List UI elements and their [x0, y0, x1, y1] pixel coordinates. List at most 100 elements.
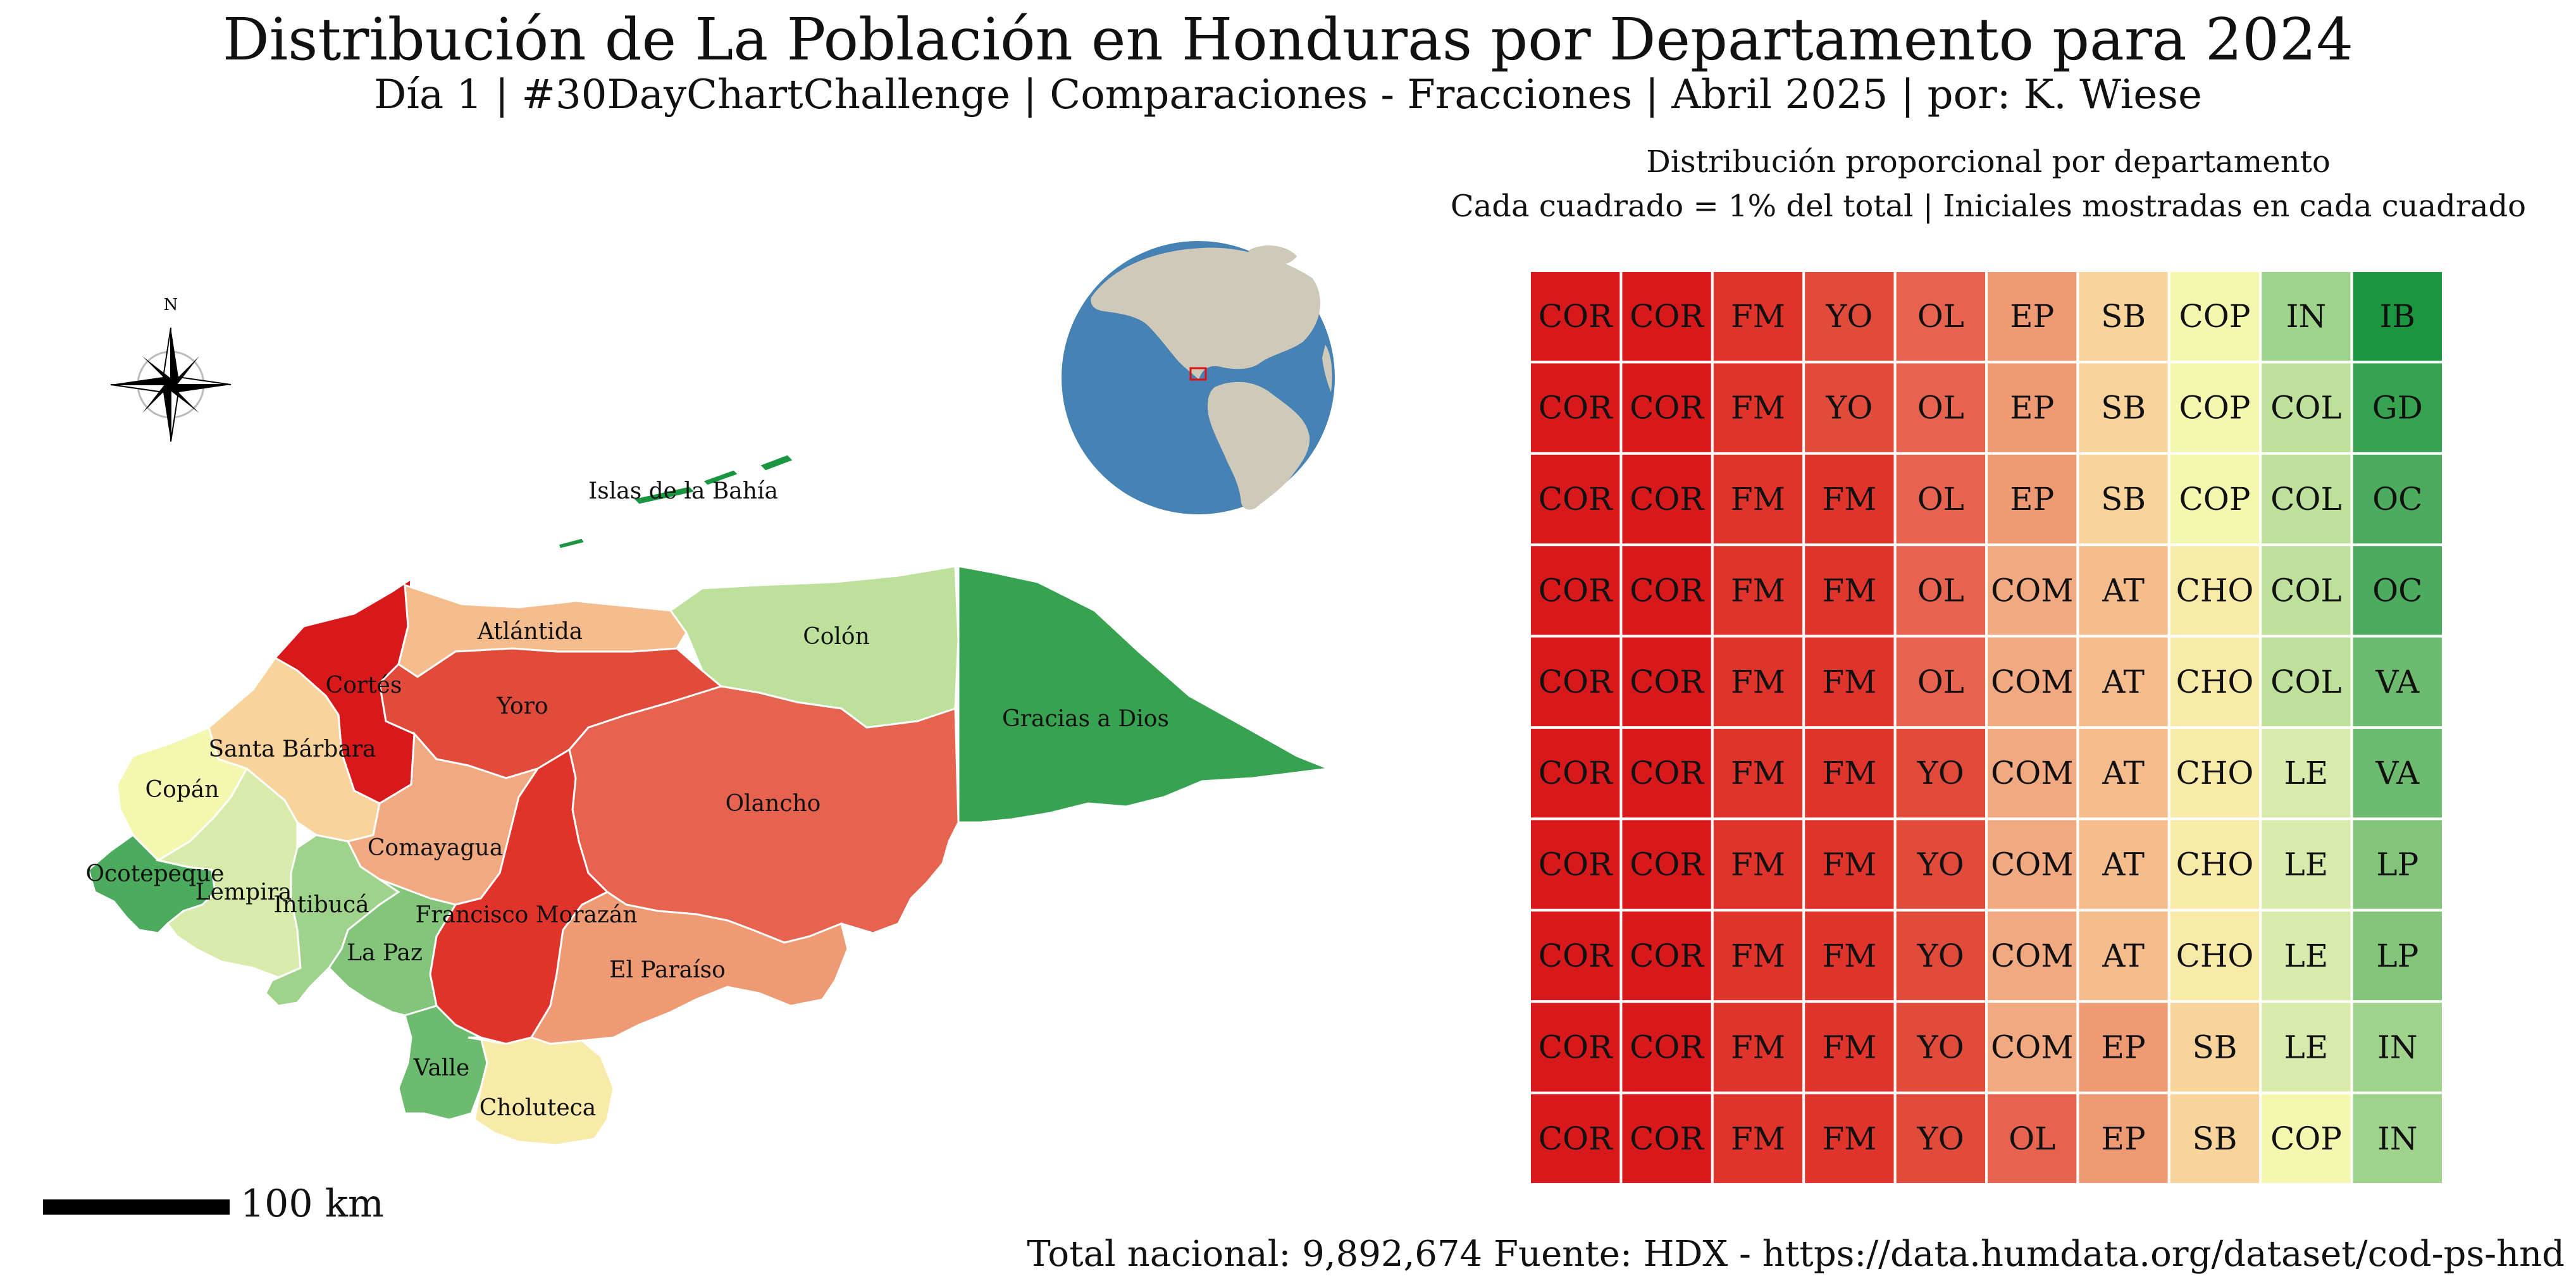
map-label-atlantida: Atlántida	[477, 619, 583, 645]
waffle-cell-label: FM	[1822, 481, 1876, 517]
waffle-cell-label: COR	[1539, 1120, 1613, 1157]
compass-rose-icon	[110, 327, 232, 442]
waffle-cell-fm	[1711, 543, 1805, 638]
waffle-cell-com	[1985, 817, 2079, 912]
waffle-cell-label: IN	[2377, 1029, 2418, 1065]
globe-africa-edge	[1322, 345, 1332, 392]
waffle-cell-label: LE	[2284, 938, 2329, 974]
map-label-colon: Colón	[803, 624, 870, 650]
waffle-cell-label: VA	[2375, 664, 2420, 700]
waffle-cell-lp	[2350, 908, 2445, 1003]
department-choluteca	[468, 1036, 615, 1146]
scale-bar	[43, 1199, 230, 1215]
waffle-cell-label: COP	[2179, 390, 2251, 426]
map-label-copan: Copán	[146, 777, 220, 803]
waffle-cell-label: COR	[1630, 481, 1704, 517]
footer: Total nacional: 9,892,674 Fuente: HDX - h…	[1015, 1232, 2565, 1277]
waffle-cell-label: FM	[1822, 1029, 1876, 1065]
map-label-la-paz: La Paz	[347, 940, 423, 966]
waffle-cell-cor	[1528, 452, 1623, 547]
waffle-cell-label: LE	[2284, 846, 2329, 883]
map-label-cortes: Cortés	[326, 672, 402, 698]
waffle-cell-label: FM	[1731, 755, 1785, 791]
map-label-gracias-a-dios: Gracias a Dios	[1002, 706, 1169, 732]
waffle-subtitle: Cada cuadrado = 1% del total | Iniciales…	[1450, 189, 2527, 224]
map-label-valle: Valle	[413, 1055, 470, 1081]
map-label-el-paraiso: El Paraíso	[609, 957, 726, 983]
waffle-cell-cor	[1528, 543, 1623, 638]
department-gracias-a-dios	[957, 565, 1329, 824]
waffle-cell-label: EP	[2010, 481, 2054, 517]
waffle-cell-label: AT	[2102, 846, 2145, 883]
map-label-santa-barbara: Santa Bárbara	[209, 736, 376, 762]
waffle-cell-label: LE	[2284, 755, 2329, 791]
waffle-cell-label: OL	[1917, 664, 1964, 700]
waffle-cell-cor	[1528, 361, 1623, 455]
waffle-cell-label: CHO	[2176, 938, 2254, 974]
waffle-cell-label: AT	[2102, 664, 2145, 700]
waffle-cell-ol	[1985, 1091, 2079, 1186]
waffle-cell-fm	[1711, 1091, 1805, 1186]
waffle-cell-label: OC	[2372, 572, 2422, 609]
waffle-cell-label: FM	[1822, 572, 1876, 609]
waffle-cell-label: FM	[1731, 846, 1785, 883]
chart-title: Distribución de La Población en Honduras…	[222, 6, 2354, 73]
waffle-cell-cor	[1619, 269, 1714, 364]
globe-inset	[1062, 241, 1335, 514]
waffle-cell-label: COP	[2179, 298, 2251, 335]
footer-source: Fuente: HDX - https://data.humdata.org/d…	[1494, 1234, 2565, 1275]
waffle-cell-sb	[2167, 1091, 2262, 1186]
waffle-cell-label: FM	[1731, 481, 1785, 517]
waffle-cell-label: YO	[1825, 298, 1873, 335]
waffle-cell-label: SB	[2193, 1120, 2238, 1157]
waffle-cell-cho	[2167, 635, 2262, 729]
waffle-cell-label: COP	[2270, 1120, 2342, 1157]
waffle-cell-label: YO	[1917, 846, 1964, 883]
waffle-cell-label: YO	[1917, 755, 1964, 791]
waffle-cell-sb	[2076, 361, 2170, 455]
waffle-cell-in	[2350, 1091, 2445, 1186]
waffle-cell-label: COR	[1539, 390, 1613, 426]
chart-subtitle: Día 1 | #30DayChartChallenge | Comparaci…	[374, 71, 2202, 118]
waffle-cell-label: FM	[1822, 938, 1876, 974]
map-label-choluteca: Choluteca	[480, 1095, 597, 1121]
waffle-cell-ep	[2076, 1000, 2170, 1094]
waffle-cell-yo	[1893, 1091, 1988, 1186]
waffle-cell-com	[1985, 1000, 2079, 1094]
waffle-cell-label: COP	[2179, 481, 2251, 517]
waffle-cell-fm	[1802, 726, 1897, 820]
waffle-cell-label: EP	[2102, 1120, 2146, 1157]
waffle-cell-va	[2350, 635, 2445, 729]
waffle-cell-label: YO	[1825, 390, 1873, 426]
waffle-cell-label: COM	[1991, 664, 2073, 700]
waffle-cell-fm	[1711, 361, 1805, 455]
waffle-cell-label: COR	[1539, 846, 1613, 883]
waffle-cell-label: LP	[2376, 846, 2418, 883]
waffle-cell-at	[2076, 817, 2170, 912]
waffle-cell-label: COR	[1630, 846, 1704, 883]
waffle-cell-lp	[2350, 817, 2445, 912]
department-shapes	[87, 453, 1329, 1146]
globe-south-america	[1207, 381, 1310, 510]
department-la-paz	[328, 878, 457, 1020]
waffle-cell-label: SB	[2193, 1029, 2238, 1065]
waffle-cell-cop	[2259, 1091, 2353, 1186]
waffle-cell-at	[2076, 908, 2170, 1003]
waffle-cell-label: FM	[1731, 938, 1785, 974]
waffle-cell-label: CHO	[2176, 846, 2254, 883]
waffle-cell-com	[1985, 726, 2079, 820]
waffle-cell-label: FM	[1822, 755, 1876, 791]
waffle-cell-label: LP	[2376, 938, 2418, 974]
map-label-olancho: Olancho	[726, 791, 821, 817]
waffle-cell-fm	[1802, 543, 1897, 638]
map-label-intibuca: Intibucá	[273, 892, 369, 918]
waffle-cell-label: FM	[1731, 390, 1785, 426]
waffle-cell-gd	[2350, 361, 2445, 455]
waffle-cell-cor	[1528, 908, 1623, 1003]
waffle-cell-label: EP	[2102, 1029, 2146, 1065]
waffle-cell-ol	[1893, 361, 1988, 455]
waffle-cell-cor	[1528, 635, 1623, 729]
waffle-cell-fm	[1711, 1000, 1805, 1094]
waffle-cell-label: COR	[1630, 938, 1704, 974]
